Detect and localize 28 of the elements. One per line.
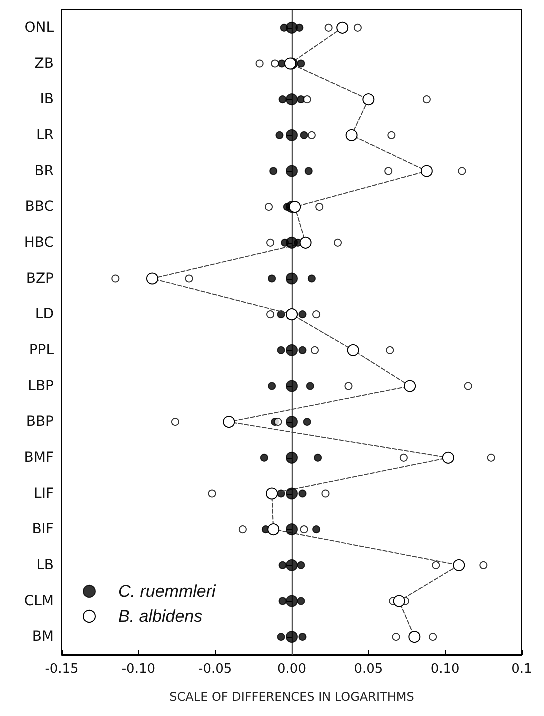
y-tick-label: BMF — [24, 450, 54, 466]
y-tick-label: BM — [32, 629, 54, 646]
x-tick-label: 0.1 — [512, 662, 532, 677]
x-tick-label: -0.05 — [198, 662, 232, 677]
y-tick-label: HBC — [24, 234, 54, 251]
y-tick-label: ZB — [34, 56, 54, 72]
y-tick-label: LR — [36, 127, 54, 144]
y-tick-label: PPL — [29, 342, 54, 358]
y-tick-label: CLM — [24, 593, 54, 610]
y-tick-label: LB — [36, 557, 54, 574]
legend-label: B. albidens — [118, 607, 204, 626]
y-tick-label: BBP — [26, 414, 54, 430]
y-tick-label: LBP — [28, 378, 54, 394]
x-tick-label: -0.10 — [122, 662, 156, 677]
y-tick-label: LIF — [34, 486, 54, 502]
y-tick-label: IB — [40, 92, 54, 108]
x-tick-label: -0.15 — [45, 662, 79, 677]
y-tick-label: BBC — [25, 199, 54, 216]
y-tick-label: ONL — [24, 20, 54, 36]
y-tick-label: LD — [35, 306, 54, 323]
y-tick-label: BZP — [26, 270, 54, 287]
x-tick-label: 0.00 — [278, 662, 306, 677]
x-tick-label: 0.05 — [354, 662, 384, 677]
y-tick-label: BR — [34, 163, 54, 180]
legend-label: C. ruemmleri — [118, 582, 218, 601]
y-tick-label: BIF — [32, 522, 54, 538]
x-tick-label: 0.10 — [430, 662, 460, 677]
x-axis-title: SCALE OF DIFFERENCES IN LOGARITHMS — [170, 690, 414, 704]
